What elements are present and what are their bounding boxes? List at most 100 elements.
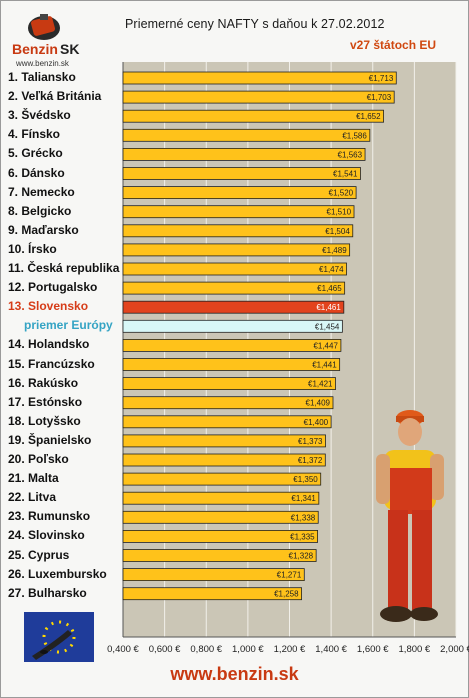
bar-value-label: €1,447 (313, 341, 338, 350)
x-tick-label: 1,000 € (232, 644, 264, 655)
bar-value-label: €1,441 (312, 361, 337, 370)
bar-value-label: €1,510 (327, 208, 352, 217)
logo-suffix: SK (60, 41, 79, 57)
bar (122, 300, 345, 314)
x-tick-label: 1,400 € (315, 644, 347, 655)
bar-value-label: €1,520 (329, 189, 354, 198)
bar (122, 109, 384, 123)
x-tick-label: 2,000 € (440, 644, 469, 655)
country-label: 5. Grécko (8, 146, 63, 161)
country-label: 14. Holandsko (8, 337, 90, 352)
country-label: 20. Poľsko (8, 452, 69, 466)
country-label: 24. Slovinsko (8, 528, 85, 543)
bar (122, 434, 326, 448)
bar (122, 167, 361, 180)
x-tick-label: 0,600 € (149, 644, 181, 655)
country-label: 17. Estónsko (8, 394, 83, 409)
bar (122, 147, 366, 161)
bar (122, 396, 334, 410)
country-label: 6. Dánsko (8, 165, 65, 180)
logo-brand: Benzin (12, 41, 58, 57)
bar (122, 243, 351, 257)
country-label: 22. Litva (8, 490, 57, 505)
bar-value-label: €1,489 (322, 246, 347, 255)
bar-value-label: €1,400 (304, 418, 329, 427)
country-label: 10. Írsko (8, 241, 57, 256)
bar (122, 549, 317, 562)
bar (122, 377, 336, 391)
x-tick-label: 1,200 € (274, 644, 306, 655)
bar (122, 128, 371, 142)
average-label: priemer Európy (24, 318, 113, 333)
bar-value-label: €1,373 (298, 437, 323, 446)
country-label: 18. Lotyšsko (8, 413, 81, 428)
bar (122, 281, 346, 295)
bar-value-label: €1,504 (325, 227, 350, 236)
bar-value-label: €1,703 (367, 93, 392, 102)
bar-value-label: €1,586 (342, 131, 367, 140)
bar (122, 224, 354, 238)
bar-value-label: €1,338 (291, 513, 316, 522)
bar-value-label: €1,271 (277, 571, 302, 580)
bar (122, 453, 326, 467)
bar-value-label: €1,465 (317, 284, 342, 293)
country-label: 25. Cyprus (8, 547, 70, 562)
logo-url: www.benzin.sk (15, 59, 70, 68)
country-label: 2. Veľká Británia (8, 89, 102, 104)
bar-value-label: €1,454 (315, 322, 340, 331)
country-label: 3. Švédsko (8, 108, 71, 123)
bar-value-label: €1,461 (316, 303, 341, 312)
chart-subtitle: v27 štátoch EU (350, 38, 437, 52)
country-label: 21. Malta (8, 471, 59, 486)
bar (122, 587, 302, 601)
country-label: 12. Portugalsko (8, 280, 98, 295)
bar (122, 472, 322, 486)
bar-value-label: €1,541 (333, 170, 358, 179)
country-label: 16. Rakúsko (8, 375, 79, 390)
bar (122, 262, 347, 276)
country-label: 27. Bulharsko (8, 585, 87, 600)
bar-value-label: €1,350 (293, 475, 318, 484)
country-label: 13. Slovensko (8, 299, 89, 314)
bar-value-label: €1,372 (298, 456, 323, 465)
bar (122, 338, 342, 352)
bar-value-label: €1,713 (369, 74, 394, 83)
benzin-logo: Benzin SK www.benzin.sk (12, 14, 79, 68)
country-label: 15. Francúzsko (8, 356, 95, 371)
bar-value-label: €1,421 (308, 380, 333, 389)
x-tick-label: 1,600 € (357, 644, 389, 655)
bar (122, 186, 357, 200)
country-label: 11. Česká republika (8, 261, 120, 275)
mechanic-figure (376, 410, 444, 622)
bar-value-label: €1,563 (338, 150, 363, 159)
bar-value-label: €1,258 (274, 590, 299, 599)
bar (122, 90, 395, 104)
bar-value-label: €1,474 (319, 265, 344, 274)
bar (122, 491, 320, 505)
eu-flag-icon (24, 612, 94, 662)
country-label: 7. Nemecko (8, 184, 75, 199)
bar-value-label: €1,409 (306, 399, 331, 408)
country-label: 19. Španielsko (8, 432, 92, 447)
x-tick-label: 1,800 € (399, 644, 431, 655)
bar (122, 319, 343, 333)
bar-value-label: €1,328 (289, 552, 314, 561)
footer-url[interactable]: www.benzin.sk (170, 664, 299, 684)
bar (122, 205, 355, 219)
x-tick-label: 0,800 € (190, 644, 222, 655)
bar (122, 415, 332, 429)
chart-title: Priemerné ceny NAFTY s daňou k 27.02.201… (125, 17, 385, 31)
bar-value-label: €1,341 (291, 494, 316, 503)
bar-value-label: €1,652 (356, 112, 381, 121)
x-tick-label: 0,400 € (107, 644, 139, 655)
bar (122, 358, 341, 371)
country-label: 9. Maďarsko (8, 222, 79, 237)
country-label: 4. Fínsko (8, 127, 61, 142)
country-label: 26. Luxembursko (8, 566, 107, 581)
country-label: 1. Taliansko (8, 70, 76, 84)
country-label: 23. Rumunsko (8, 509, 91, 524)
bar-value-label: €1,335 (290, 532, 315, 541)
bar (122, 530, 318, 543)
bar (122, 568, 305, 581)
